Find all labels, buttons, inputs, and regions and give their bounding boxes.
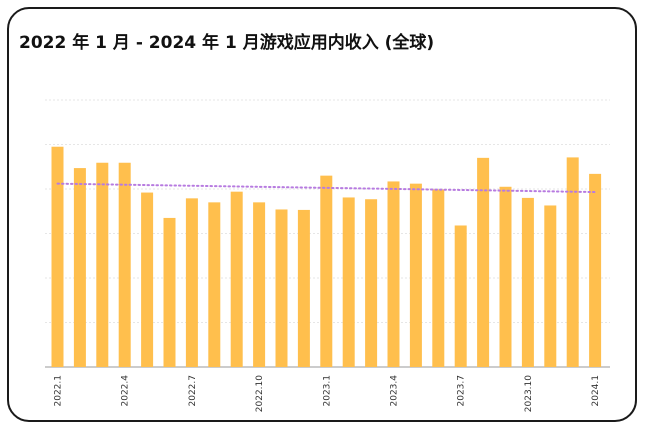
bar-2023.1 bbox=[320, 175, 333, 367]
x-tick-label: 2024.1 bbox=[591, 375, 601, 407]
bar-2022.5 bbox=[141, 192, 154, 367]
x-tick-label: 2022.1 bbox=[54, 375, 64, 407]
x-tick-label: 2022.10 bbox=[255, 375, 265, 412]
bar-2022.7 bbox=[185, 198, 198, 367]
bar-2023.7 bbox=[454, 225, 467, 367]
bar-2024.1 bbox=[589, 173, 602, 367]
bar-2022.10 bbox=[253, 202, 266, 367]
bar-2023.10 bbox=[521, 197, 534, 367]
bar-2023.12 bbox=[566, 157, 579, 367]
bar-2023.6 bbox=[432, 189, 445, 367]
bar-2023.4 bbox=[387, 181, 400, 367]
x-tick-label: 2023.7 bbox=[457, 375, 467, 407]
x-tick-label: 2023.1 bbox=[322, 375, 332, 407]
bar-2023.11 bbox=[544, 205, 557, 367]
bar-2023.5 bbox=[409, 183, 422, 367]
bar-2022.1 bbox=[51, 146, 64, 367]
x-tick-label: 2023.4 bbox=[390, 375, 400, 407]
trend-line bbox=[56, 182, 597, 194]
bar-2022.11 bbox=[275, 209, 288, 367]
bar-2023.9 bbox=[499, 186, 512, 367]
bar-2022.8 bbox=[208, 202, 221, 367]
bar-2022.4 bbox=[118, 162, 131, 367]
bar-2023.2 bbox=[342, 197, 355, 367]
bar-2022.2 bbox=[73, 168, 86, 367]
x-tick-label: 2022.7 bbox=[188, 375, 198, 407]
x-tick-label: 2022.4 bbox=[121, 375, 131, 407]
bar-2023.3 bbox=[365, 199, 378, 367]
chart-title: 2022 年 1 月 - 2024 年 1 月游戏应用内收入 (全球) bbox=[19, 33, 435, 53]
bar-2022.9 bbox=[230, 191, 243, 367]
bar-2022.3 bbox=[96, 162, 109, 367]
bar-2022.6 bbox=[163, 217, 176, 367]
x-tick-label: 2023.10 bbox=[524, 375, 534, 412]
bar-2022.12 bbox=[297, 209, 310, 367]
bar-2023.8 bbox=[477, 157, 490, 367]
